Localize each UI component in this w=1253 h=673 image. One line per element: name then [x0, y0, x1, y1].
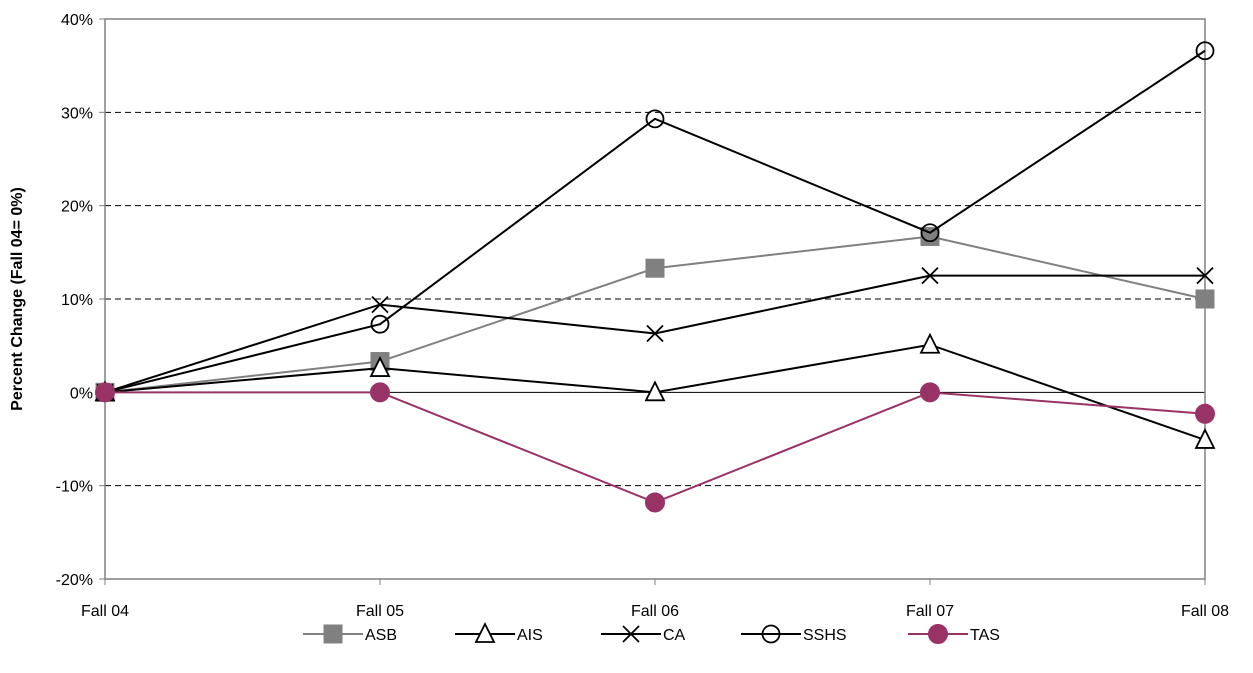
legend-label: TAS: [970, 627, 1000, 644]
legend-item-ais: AIS: [455, 621, 543, 644]
legend: ASB AIS CA SSHS TAS: [303, 621, 1000, 644]
legend-marker-sshs: [761, 624, 781, 644]
data-point-sshs: [645, 109, 665, 129]
y-tick-label: 30%: [61, 105, 93, 122]
data-point-tas: [95, 382, 115, 403]
data-point-ais: [644, 380, 666, 402]
series-ais: [94, 332, 1216, 449]
data-point-ca: [921, 267, 939, 285]
legend-item-asb: ASB: [303, 624, 397, 644]
data-point-asb: [645, 258, 665, 278]
data-point-asb: [1195, 289, 1215, 309]
x-tick-label: Fall 04: [81, 603, 129, 620]
y-tick-label: -10%: [56, 479, 93, 496]
y-tick-label: 20%: [61, 199, 93, 216]
legend-item-sshs: SSHS: [741, 624, 847, 644]
legend-label: AIS: [517, 627, 543, 644]
x-tick-label: Fall 05: [356, 603, 404, 620]
data-point-ais: [919, 332, 941, 354]
data-point-sshs: [1195, 41, 1215, 61]
y-tick-label: -20%: [56, 572, 93, 589]
legend-label: CA: [663, 627, 686, 644]
legend-marker-tas: [928, 624, 948, 644]
data-point-ais: [1194, 427, 1216, 449]
legend-marker-asb: [323, 624, 343, 644]
legend-label: ASB: [365, 627, 397, 644]
y-tick-label: 0%: [70, 385, 93, 402]
x-tick-label: Fall 06: [631, 603, 679, 620]
data-point-sshs: [920, 223, 940, 243]
data-point-ca: [1196, 267, 1214, 285]
series-lines: [94, 41, 1216, 513]
series-tas: [95, 382, 1215, 513]
data-point-ca: [646, 324, 664, 343]
legend-marker-ais: [474, 621, 496, 643]
grid-lines: [105, 111, 1205, 487]
x-axis-ticks: Fall 04 Fall 05 Fall 06 Fall 07 Fall 08: [81, 579, 1229, 620]
data-point-tas: [1195, 403, 1215, 424]
series-asb: [95, 226, 1215, 402]
y-axis-ticks: -20% -10% 0% 10% 20% 30% 40%: [56, 12, 105, 589]
legend-label: SSHS: [803, 627, 847, 644]
legend-item-ca: CA: [601, 625, 686, 644]
y-tick-label: 10%: [61, 292, 93, 309]
data-point-tas: [645, 492, 665, 513]
x-tick-label: Fall 08: [1181, 603, 1229, 620]
y-tick-label: 40%: [61, 12, 93, 29]
data-point-tas: [370, 382, 390, 403]
data-point-sshs: [370, 314, 390, 334]
data-point-tas: [920, 382, 940, 403]
data-point-ais: [369, 356, 391, 377]
x-tick-label: Fall 07: [906, 603, 954, 620]
series-line-sshs: [104, 49, 1206, 394]
legend-item-tas: TAS: [908, 624, 1000, 644]
y-axis-label: Percent Change (Fall 04= 0%): [9, 187, 26, 411]
series-sshs: [95, 41, 1215, 402]
data-point-ca: [371, 295, 389, 314]
legend-marker-ca: [622, 625, 640, 643]
